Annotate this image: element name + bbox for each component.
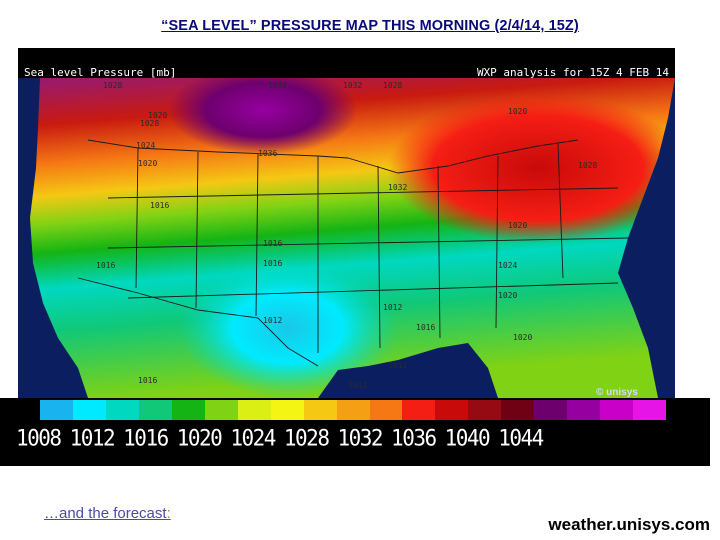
isobar-label: 1020 [498,291,517,300]
legend-swatch [468,400,502,420]
state-line [127,282,619,299]
isobar-label: 1032 [343,81,362,90]
isobar-label: 1016 [138,376,157,385]
pressure-legend: © unisys 1008 1012 1016 1020 1024 1028 1032 103… [0,387,710,466]
atlantic-ocean [618,78,675,398]
legend-swatch [138,400,172,420]
legend-label: 1020 [176,425,223,451]
pressure-map-graphic: 1028 1016 1032 1028 1020 1028 1024 1020 … [18,48,675,398]
isobar-label: 1032 [388,183,407,192]
unisys-logo: © unisys [596,387,638,398]
legend-label: 1028 [283,425,330,451]
legend-label: 1024 [230,425,276,451]
state-line [107,187,619,199]
legend-label: 1016 [123,425,169,451]
isobar-label: 1020 [508,107,527,116]
legend-swatch [534,400,568,420]
legend-swatch [72,400,106,420]
isobar-label: 1028 [383,81,402,90]
legend-swatch [369,400,403,420]
isobar-label: 1036 [258,149,277,158]
map-header: Sea level Pressure [mb] WXP analysis for… [18,48,675,79]
isobar-label: 1012 [383,303,402,312]
legend-swatch [270,400,304,420]
legend-swatch [40,400,73,420]
isobar-label: 1016 [96,261,115,270]
legend-swatch [633,400,667,420]
isobar-label: 1016 [416,323,435,332]
legend-label: 1044 [498,425,544,451]
analysis-timestamp: WXP analysis for 15Z 4 FEB 14 [476,66,669,79]
state-line [107,237,629,249]
state-line [135,147,139,289]
legend-label: 1008 [16,425,62,451]
isobar-label: 1020 [138,159,157,168]
legend-swatch [501,400,535,420]
forecast-link[interactable]: …and the forecast: [44,505,171,522]
canada-border [87,139,349,159]
state-line [195,151,199,309]
map-title: Sea level Pressure [mb] [24,66,177,79]
isobar-label: 1020 [508,221,527,230]
high-pressure-center [168,65,358,155]
gulf-of-mexico [318,343,498,398]
legend-swatch [303,400,337,420]
forecast-colon: : [166,505,171,522]
isobar-label: 1016 [263,259,282,268]
isobar-labels: 1028 1016 1032 1028 1020 1028 1024 1020 … [96,81,597,390]
legend-swatch [567,400,601,420]
state-line [377,165,381,349]
legend-swatch [402,400,436,420]
isobar-label: 1016 [268,81,287,90]
isobar-label: 1028 [103,81,122,90]
source-credit: weather.unisys.com [548,515,710,534]
isobar-label: 1012 [388,361,407,370]
state-line [495,155,499,329]
legend-swatch [171,400,205,420]
isobar-label: 1020 [148,111,167,120]
state-line [255,153,259,317]
legend-labels: 1008 1012 1016 1020 1024 1028 1032 1036 1040 1044 [16,425,656,451]
isobar-label: 1012 [263,316,282,325]
pressure-map: 1028 1016 1032 1028 1020 1028 1024 1020 … [18,48,675,398]
legend-label: 1040 [444,425,491,451]
isobar-label: 1016 [150,201,169,210]
low-pressure-zone [178,258,398,398]
mexico-border [77,277,319,367]
great-lakes-border [347,139,579,174]
isobar-label: 1016 [263,239,282,248]
isobar-label: 1028 [140,119,159,128]
state-line [437,165,441,339]
legend-label: 1032 [337,425,383,451]
legend-swatch [105,400,139,420]
isobar-label: 1012 [348,381,367,390]
legend-swatch [600,400,634,420]
state-line [557,143,564,279]
legend-swatch [435,400,469,420]
pacific-ocean [18,78,88,398]
isobar-label: 1028 [578,161,597,170]
isobar-label: 1020 [513,333,532,342]
isobar-label: 1024 [136,141,155,150]
legend-label: 1036 [391,425,437,451]
slide-title: “SEA LEVEL” PRESSURE MAP THIS MORNING (2… [161,18,579,34]
legend-color-bar [40,400,667,420]
forecast-link-text[interactable]: …and the forecast [44,505,167,522]
legend-swatch [336,400,370,420]
legend-swatch [237,400,271,420]
legend-swatch [204,400,238,420]
east-high-pressure-zone [388,93,675,243]
legend-label: 1012 [69,425,116,451]
map-borders [77,139,629,367]
isobar-label: 1024 [498,261,517,270]
